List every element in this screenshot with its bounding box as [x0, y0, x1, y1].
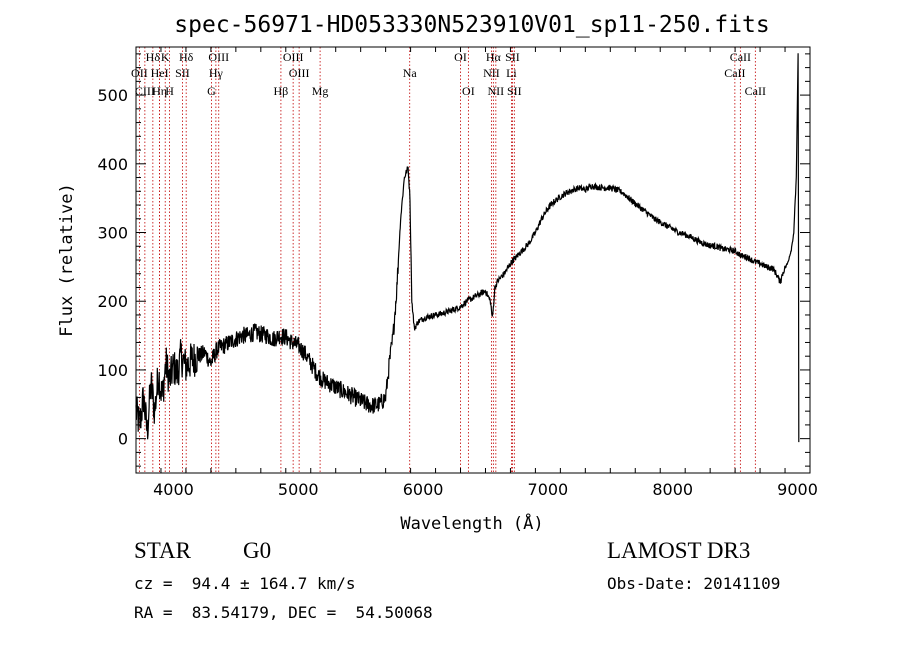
- y-axis-ticks: 0 100 200 300 400 500: [97, 53, 810, 467]
- line-label-26: CaII: [724, 66, 745, 80]
- object-type: STAR: [134, 538, 191, 563]
- subclass: G0: [243, 538, 272, 563]
- line-label-6: H: [165, 84, 174, 98]
- line-label-8: Hδ: [179, 50, 194, 64]
- line-label-23: Li: [506, 66, 517, 80]
- line-label-16: Na: [403, 66, 418, 80]
- obs-date: Obs-Date: 20141109: [607, 574, 781, 593]
- x-tick-label: 9000: [777, 480, 818, 499]
- line-label-12: Hβ: [274, 84, 289, 98]
- line-label-2: CIII: [135, 84, 155, 98]
- line-label-19: Hα: [486, 50, 502, 64]
- y-tick-label: 300: [97, 224, 128, 243]
- y-axis-label: Flux (relative): [57, 183, 77, 337]
- y-tick-label: 100: [97, 361, 128, 380]
- x-tick-label: 5000: [278, 480, 319, 499]
- x-tick-label: 6000: [403, 480, 444, 499]
- x-tick-label: 8000: [652, 480, 693, 499]
- plot-frame: [135, 46, 811, 474]
- line-label-11: G: [207, 84, 216, 98]
- line-label-21: NII: [488, 84, 505, 98]
- redshift-text: cz = 94.4 ± 164.7 km/s: [134, 574, 356, 593]
- line-label-0: Hδ: [146, 50, 161, 64]
- y-tick-label: 500: [97, 86, 128, 105]
- y-tick-label: 400: [97, 155, 128, 174]
- line-label-17: OI: [454, 50, 467, 64]
- x-tick-label: 4000: [153, 480, 194, 499]
- chart-title: spec-56971-HD053330N523910V01_sp11-250.f…: [174, 12, 769, 38]
- line-label-1: OII: [131, 66, 148, 80]
- line-label-18: OI: [462, 84, 475, 98]
- line-label-13: OIII: [283, 50, 304, 64]
- line-label-20: NII: [483, 66, 500, 80]
- line-label-25: CaII: [730, 50, 751, 64]
- line-label-7: SII: [175, 66, 190, 80]
- line-label-22: SII: [505, 50, 520, 64]
- x-axis-label: Wavelength (Å): [400, 512, 543, 534]
- line-label-24: SII: [507, 84, 522, 98]
- spectral-line-markers: [138, 47, 756, 473]
- spectrum-series: [135, 53, 800, 443]
- x-axis-ticks: 4000 5000 6000 7000 8000 9000: [135, 47, 818, 499]
- line-label-9: OIII: [208, 50, 229, 64]
- line-label-5: Hη: [152, 84, 167, 98]
- y-tick-label: 200: [97, 292, 128, 311]
- x-tick-label: 7000: [528, 480, 569, 499]
- line-label-27: CaII: [745, 84, 766, 98]
- y-tick-label: 0: [118, 430, 128, 449]
- line-label-10: Hγ: [209, 66, 224, 80]
- line-label-4: HeI: [151, 66, 169, 80]
- coordinates: RA = 83.54179, DEC = 54.50068: [134, 603, 433, 622]
- line-label-14: OIII: [289, 66, 310, 80]
- survey-name: LAMOST DR3: [607, 538, 751, 563]
- line-label-15: Mg: [312, 84, 329, 98]
- line-label-3: K: [161, 50, 170, 64]
